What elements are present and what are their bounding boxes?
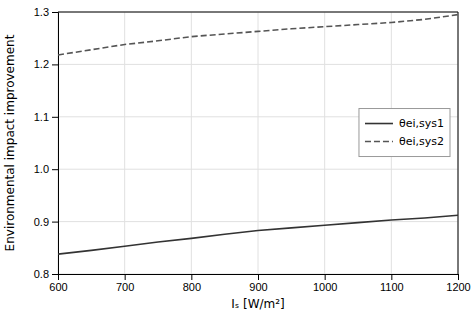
series-line	[58, 215, 458, 254]
y-axis-tick: 1.0	[34, 163, 58, 175]
x-axis-tick-mark	[125, 274, 126, 280]
x-axis-tick-mark	[258, 274, 259, 280]
plot: 600 700 800 900 1000 1100 1200 0.8 0.9 1.0 1.1 1.2 1…	[34, 6, 471, 293]
y-axis-tick-mark	[52, 222, 58, 223]
x-axis-tick-label: 1000	[313, 281, 337, 293]
grid-line-x	[124, 12, 125, 274]
y-axis-tick-mark	[52, 64, 58, 65]
y-axis-line	[52, 13, 59, 275]
x-axis: 600 700 800 900 1000 1100 1200	[49, 274, 470, 293]
y-axis: 0.8 0.9 1.0 1.1 1.2 1.3	[34, 6, 59, 280]
y-axis-tick-mark	[52, 117, 58, 118]
y-axis-tick: 1.2	[34, 58, 58, 70]
x-axis-tick: 900	[249, 274, 267, 293]
grid-line-y	[58, 12, 458, 13]
lines	[58, 15, 458, 254]
x-axis-tick: 600	[49, 274, 67, 293]
legend-swatch	[365, 141, 393, 143]
x-axis-line	[59, 275, 459, 281]
x-axis-tick-mark	[458, 274, 459, 280]
x-axis-tick: 800	[183, 274, 201, 293]
grid-line-x	[458, 12, 459, 274]
y-axis-tick-label: 1.0	[34, 163, 49, 175]
chart: 600 700 800 900 1000 1100 1200 0.8 0.9 1.0 1.1 1.2 1…	[0, 0, 474, 316]
legend-item: θei,sys1	[365, 117, 444, 130]
legend: θei,sys1 θei,sys2	[359, 109, 450, 157]
x-axis-tick-label: 700	[116, 281, 134, 293]
x-axis-tick-label: 1200	[446, 281, 470, 293]
legend-swatch	[365, 123, 393, 125]
grid-line-x	[324, 12, 325, 274]
grid-line-y	[58, 221, 458, 222]
y-axis-tick: 1.3	[34, 6, 58, 18]
x-axis-tick-label: 800	[183, 281, 201, 293]
legend-label: θei,sys1	[399, 117, 444, 130]
y-axis-tick-label: 1.2	[34, 58, 49, 70]
x-axis-tick-mark	[191, 274, 192, 280]
x-axis-tick-label: 600	[49, 281, 67, 293]
grid	[58, 12, 458, 274]
x-axis-tick: 1000	[313, 274, 337, 293]
x-axis-tick: 1200	[446, 274, 470, 293]
frame-right	[458, 12, 459, 274]
y-axis-tick: 0.8	[34, 268, 58, 280]
y-axis-tick-mark	[52, 169, 58, 170]
x-axis-tick: 700	[116, 274, 134, 293]
legend-box	[359, 109, 450, 157]
y-axis-title: Environmental impact improvement	[3, 34, 17, 251]
grid-line-y	[58, 64, 458, 65]
y-axis-tick-label: 1.1	[34, 111, 49, 123]
grid-line-x	[258, 12, 259, 274]
x-axis-tick: 1100	[380, 274, 404, 293]
x-axis-tick-mark	[391, 274, 392, 280]
y-axis-tick-mark	[52, 274, 58, 275]
series-line	[58, 15, 458, 55]
y-axis-tick: 1.1	[34, 111, 58, 123]
x-axis-title: Iₛ [W/m²]	[231, 297, 285, 311]
x-axis-tick-mark	[325, 274, 326, 280]
frame-top	[58, 12, 458, 13]
grid-line-y	[58, 169, 458, 170]
legend-label: θei,sys2	[399, 135, 444, 148]
y-axis-tick-mark	[52, 12, 58, 13]
y-axis-tick-label: 1.3	[34, 6, 49, 18]
y-axis-tick-label: 0.8	[34, 268, 49, 280]
legend-item: θei,sys2	[365, 135, 444, 148]
y-axis-tick-label: 0.9	[34, 216, 49, 228]
x-axis-tick-label: 900	[249, 281, 267, 293]
grid-line-x	[191, 12, 192, 274]
y-axis-tick: 0.9	[34, 216, 58, 228]
x-axis-tick-label: 1100	[380, 281, 404, 293]
